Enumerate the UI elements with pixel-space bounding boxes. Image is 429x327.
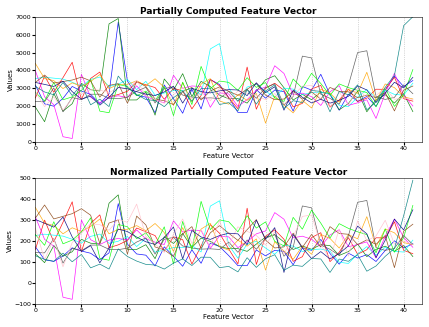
Y-axis label: Values: Values [8, 68, 14, 91]
Title: Partially Computed Feature Vector: Partially Computed Feature Vector [140, 7, 317, 16]
Y-axis label: Values: Values [7, 229, 13, 252]
Title: Normalized Partially Computed Feature Vector: Normalized Partially Computed Feature Ve… [110, 168, 347, 177]
X-axis label: Feature Vector: Feature Vector [203, 153, 254, 159]
X-axis label: Feature Vector: Feature Vector [203, 314, 254, 320]
